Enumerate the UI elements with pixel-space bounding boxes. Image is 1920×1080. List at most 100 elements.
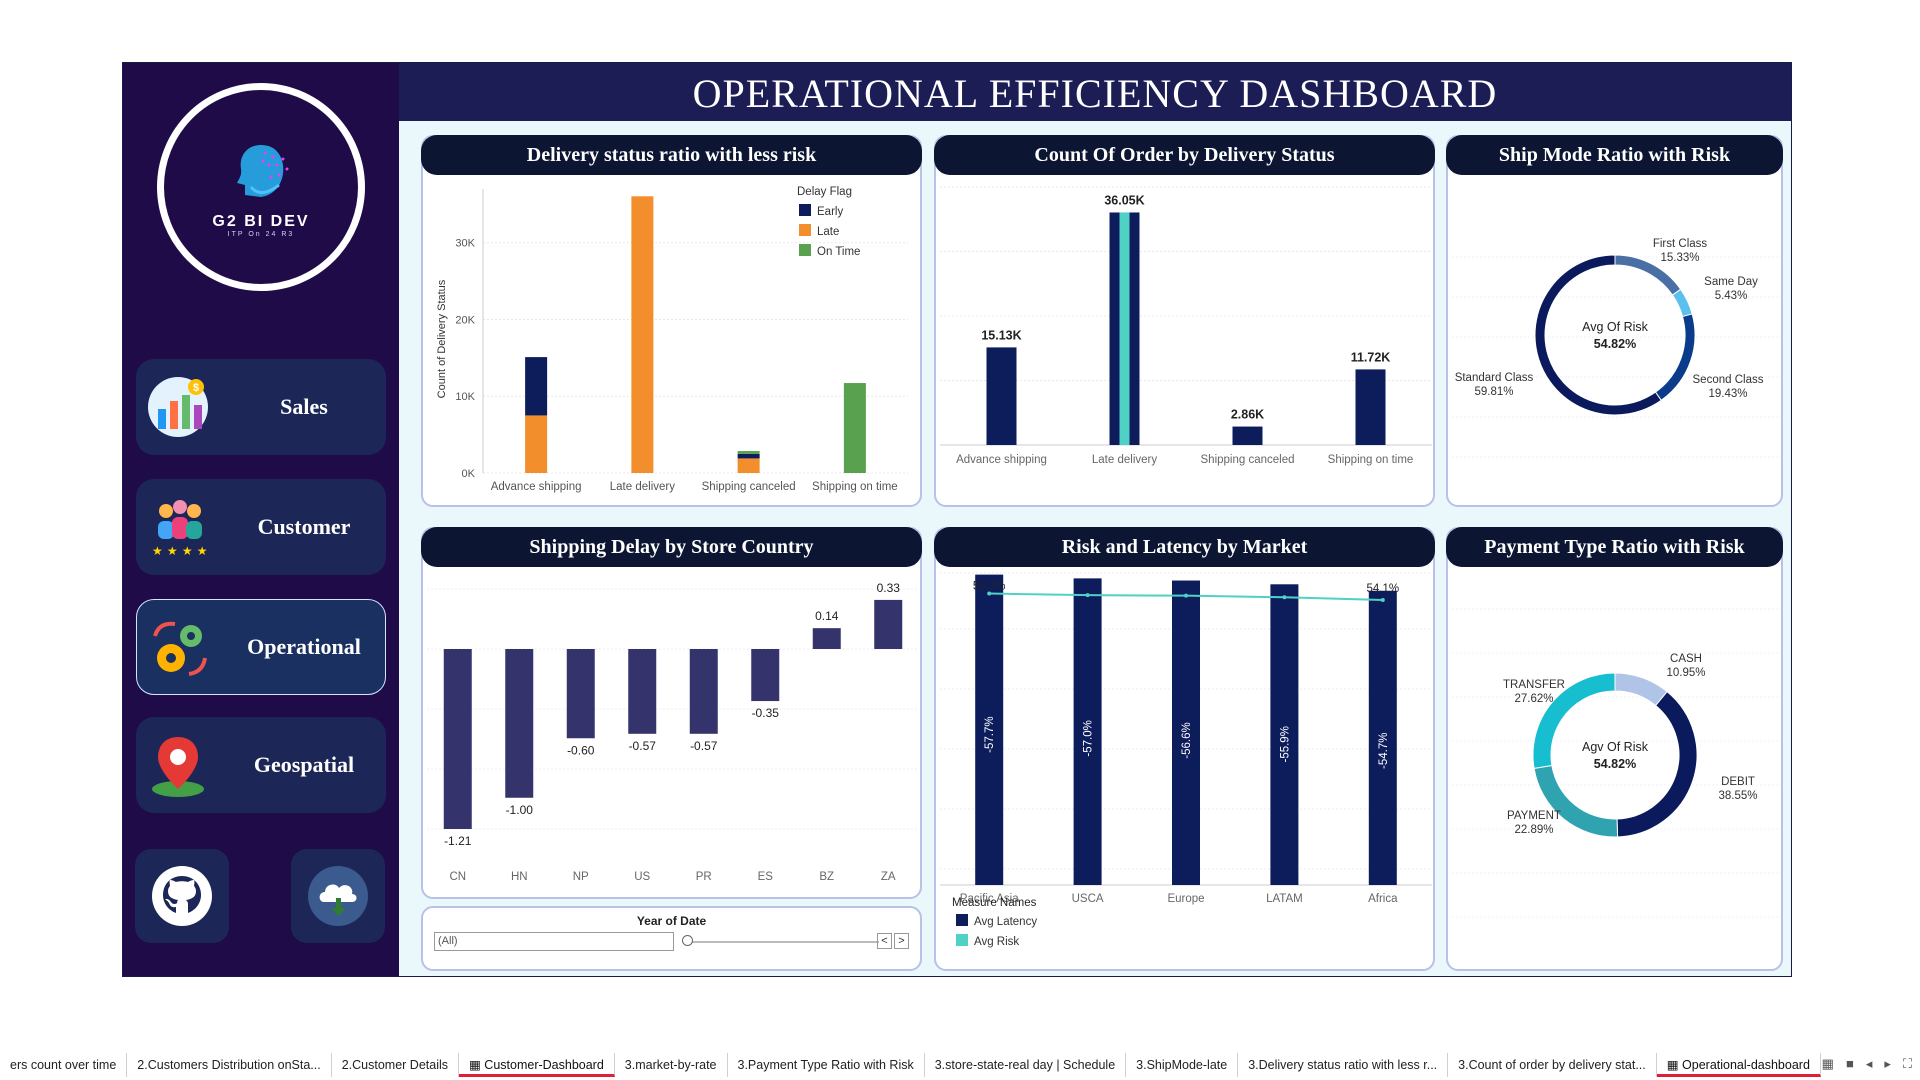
x-tick-label: USCA [1072,893,1104,905]
fullscreen-icon[interactable]: ⛶ [1902,1056,1912,1071]
panel-title: Risk and Latency by Market [934,527,1435,567]
y-axis-label: Count of Delivery Status [436,279,448,398]
legend-label: Avg Latency [974,916,1037,928]
panel-ship-mode: First Class 15.33% Same Day 5.43% Second Cla… [1446,135,1783,507]
filter-next-button[interactable]: > [894,933,909,949]
donut-center-label: Avg Of Risk [1582,320,1649,334]
download-button[interactable] [291,849,385,943]
slice-name: Second Class [1693,374,1764,386]
panel-risk-latency: -57.7% Pacific Asia -57.0% USCA -56.6% Europe… [934,527,1435,971]
nav-geospatial-button[interactable]: Geospatial [136,717,386,813]
filter-prev-button[interactable]: < [877,933,892,949]
data-label: -1.00 [506,803,534,817]
bar [628,649,657,734]
donut-slice [1671,288,1693,318]
bar [566,649,595,739]
y-tick-label: 30K [455,238,475,250]
slice-value: 15.33% [1660,252,1699,264]
sidebar: G2 BI DEV ITP On 24 R3 $ Sales ★ ★ ★ ★ C… [123,63,399,976]
github-icon [152,866,212,926]
filmstrip-icon[interactable]: ■ [1845,1056,1854,1071]
sheet-tab-bar: ers count over time 2.Customers Distribut… [0,1053,1920,1077]
sheet-tab[interactable]: ▦ Operational-dashboard [1656,1053,1821,1077]
risk-point [1184,593,1188,598]
bar-late [737,458,760,473]
donut-center-label: Agv Of Risk [1582,740,1649,754]
donut-slice [1534,254,1662,416]
bar [812,628,841,649]
data-label: 2.86K [1231,408,1264,422]
grid-view-icon[interactable]: ▦ [1821,1056,1834,1071]
x-tick-label: Late delivery [610,481,675,493]
bar-label: -54.7% [1378,733,1390,769]
y-tick-label: 0K [462,468,476,480]
tab-prev-icon[interactable]: ◂ [1865,1056,1873,1071]
legend-swatch [956,914,968,926]
x-tick-label: Shipping canceled [1201,454,1295,466]
sheet-tab[interactable]: 2.Customer Details [332,1053,460,1077]
x-tick-label: Pacific Asia [960,893,1019,905]
year-slider-track[interactable] [689,941,879,943]
payment-type-donut: CASH 10.95% DEBIT 38.55% PAYMENT 22.89% TRANSF… [1452,608,1781,918]
bar [751,649,780,702]
customer-group-icon: ★ ★ ★ ★ [152,500,208,558]
tab-controls: ▦ ■ ◂ ▸ ⛶ [1822,1056,1912,1072]
svg-text:$: $ [193,382,199,394]
legend-swatch [956,934,968,946]
x-tick-label: NP [573,871,589,883]
bar-highlight [1119,212,1130,445]
legend-label: On Time [817,246,860,258]
sheet-tab[interactable]: 3.Count of order by delivery stat... [1448,1053,1657,1077]
x-tick-label: US [634,871,650,883]
slice-name: PAYMENT [1507,810,1561,822]
slice-value: 10.95% [1666,667,1705,679]
nav-sales-button[interactable]: $ Sales [136,359,386,455]
sheet-tab[interactable]: 3.market-by-rate [615,1053,728,1077]
sheet-tab[interactable]: 2.Customers Distribution onSta... [127,1053,332,1077]
bar-avg-latency [1172,580,1200,885]
x-tick-label: PR [696,871,712,883]
data-label: 36.05K [1104,193,1144,207]
risk-point [1282,595,1287,600]
sheet-tab[interactable]: ▦ Customer-Dashboard [459,1053,615,1077]
sheet-tab[interactable]: 3.ShipMode-late [1126,1053,1239,1077]
donut-slice [1532,672,1616,769]
x-tick-label: Shipping on time [1328,454,1414,466]
x-tick-label: Europe [1167,893,1204,905]
nav-customer-button[interactable]: ★ ★ ★ ★ Customer [136,479,386,575]
head-logo-icon [237,144,289,197]
slice-value: 19.43% [1708,388,1747,400]
logo: G2 BI DEV ITP On 24 R3 [157,83,365,291]
logo-title: G2 BI DEV [212,212,310,230]
logo-subtitle: ITP On 24 R3 [227,230,295,238]
data-label: 11.72K [1351,350,1391,364]
sales-chart-icon: $ [148,377,208,437]
slice-name: Standard Class [1455,372,1534,384]
slice-value: 27.62% [1514,693,1553,705]
year-filter-input[interactable]: (All) [434,932,674,951]
risk-latency-chart: -57.7% Pacific Asia -57.0% USCA -56.6% Europe… [940,572,1432,948]
x-tick-label: Shipping canceled [702,481,796,493]
x-tick-label: Africa [1368,893,1398,905]
sheet-tab[interactable]: 3.Payment Type Ratio with Risk [728,1053,925,1077]
bar [689,649,718,734]
shipping-delay-chart: -1.21 CN -1.00 HN -0.60 NP -0.57 US -0.57 PR -0.35… [427,581,919,883]
risk-point [1085,593,1090,598]
github-button[interactable] [135,849,229,943]
page-title: OPERATIONAL EFFICIENCY DASHBOARD [399,63,1791,121]
x-tick-label: ES [758,871,774,883]
nav-operational-button[interactable]: Operational [136,599,386,695]
slice-name: DEBIT [1721,776,1755,788]
nav-operational-label: Operational [247,634,361,659]
bar-avg-latency [1270,584,1299,885]
x-tick-label: Advance shipping [491,481,582,493]
tab-next-icon[interactable]: ▸ [1884,1056,1891,1071]
sheet-tab[interactable]: 3.store-state-real day | Schedule [925,1053,1127,1077]
sheet-tab[interactable]: ers count over time [0,1053,128,1077]
dashboard-frame: G2 BI DEV ITP On 24 R3 $ Sales ★ ★ ★ ★ C… [122,62,1792,977]
year-slider-thumb[interactable] [682,935,693,946]
slice-value: 59.81% [1474,386,1513,398]
sheet-tab[interactable]: 3.Delivery status ratio with less r... [1238,1053,1449,1077]
bar-on-time [843,383,866,473]
data-label: 0.14 [815,609,839,623]
